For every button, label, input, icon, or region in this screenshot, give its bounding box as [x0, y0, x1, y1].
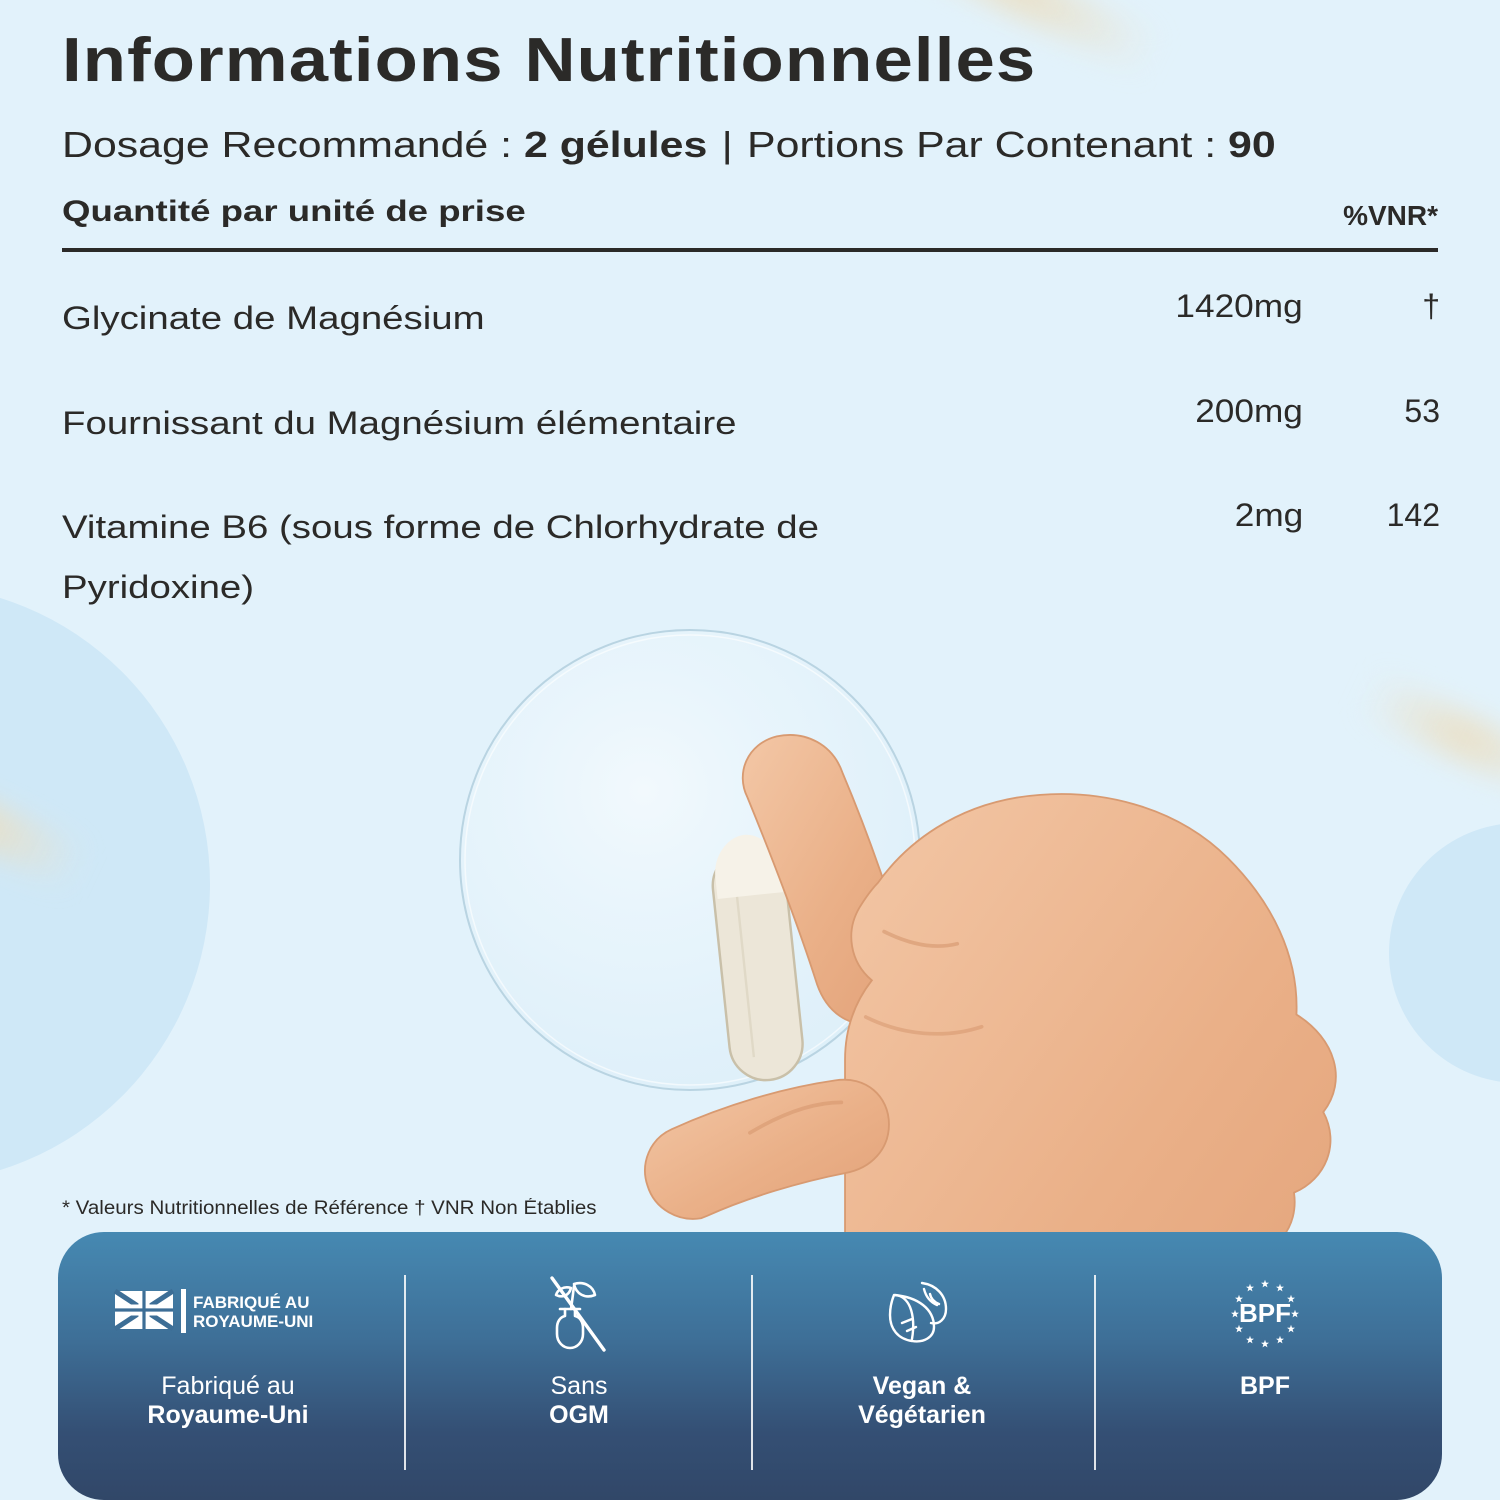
svg-text:ROYAUME-UNI: ROYAUME-UNI	[193, 1312, 313, 1331]
svg-text:FABRIQUÉ AU: FABRIQUÉ AU	[193, 1293, 310, 1312]
svg-text:BPF: BPF	[1239, 1298, 1291, 1328]
